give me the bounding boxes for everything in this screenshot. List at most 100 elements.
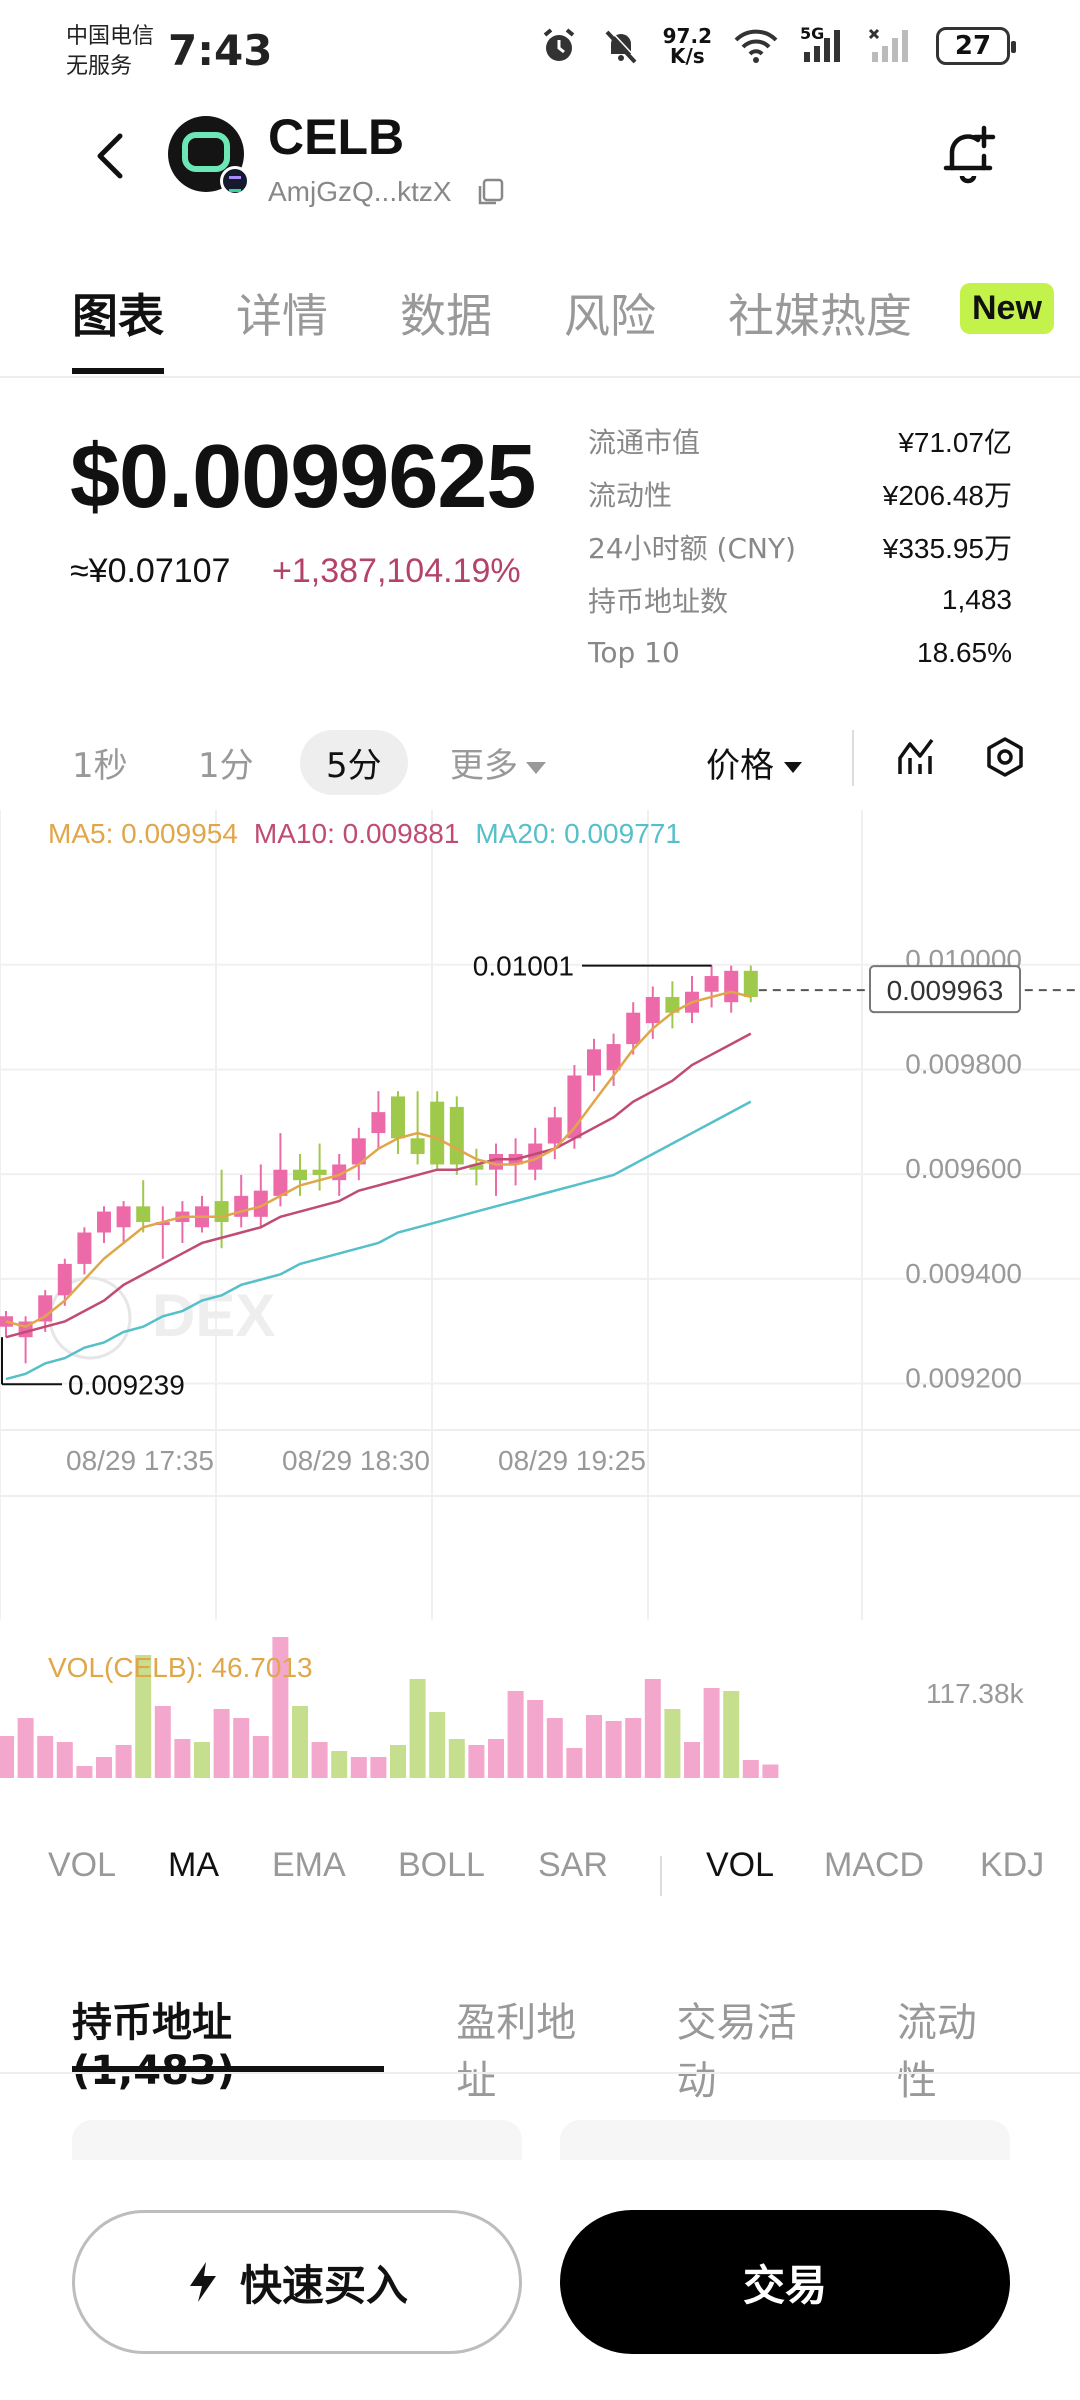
carrier-info: 中国电信 无服务 [66,22,154,82]
volume-bar [566,1748,583,1778]
indicator-chart-icon[interactable] [896,734,936,778]
price-mode-select[interactable]: 价格 [706,738,802,787]
quick-buy-button[interactable]: 快速买入 [72,2210,522,2354]
tab-social[interactable]: 社媒热度 [728,289,912,343]
tab-activity[interactable]: 交易活动 [676,2000,797,2104]
network-speed-value: 97.2 [662,24,712,48]
tab-holders[interactable]: 持币地址 (1,483) [72,1990,385,2094]
volume-bar [644,1679,661,1778]
interval-5m[interactable]: 5分 [300,730,408,795]
stat-value: ¥71.07亿 [898,426,1012,458]
candle [547,1117,562,1144]
candle [449,1106,464,1165]
volume-bar [684,1742,700,1778]
signal-none-icon [868,28,908,62]
volume-bar [625,1718,642,1778]
volume-bar [429,1712,446,1778]
candle [371,1112,386,1134]
candle [273,1169,288,1196]
tab-liquidity[interactable]: 流动性 [896,2000,977,2104]
back-arrow-icon[interactable] [90,130,130,182]
volume-bar [390,1745,406,1778]
y-tick-label: 0.009200 [905,1363,1022,1394]
stat-value: ¥335.95万 [882,532,1012,564]
lightning-icon [189,2262,216,2302]
new-badge: New [960,283,1054,334]
candle [489,1154,503,1170]
copy-icon[interactable] [478,178,504,206]
token-stats: 流通市值 ¥71.07亿 流动性 ¥206.48万 24小时额 (CNY) ¥335.… [588,414,1012,679]
indicator-ma[interactable]: MA [168,1846,219,1884]
token-logo-icon [182,132,230,172]
candle [743,970,758,997]
tab-profitable[interactable]: 盈利地址 [456,2000,577,2104]
stat-value: 18.65% [917,636,1012,668]
indicator-sar[interactable]: SAR [538,1846,608,1884]
chain-badge-icon [220,166,250,196]
candle [136,1206,151,1223]
stat-label: 24小时额 (CNY) [588,531,796,565]
candle [214,1201,229,1223]
tab-risk[interactable]: 风险 [564,289,656,343]
signal-bars-icon [804,30,840,62]
interval-1s[interactable]: 1秒 [72,746,128,786]
indicator-boll[interactable]: BOLL [398,1846,485,1884]
divider [660,1856,662,1896]
status-bar: 中国电信 无服务 7:43 97.2 K/s 5G 27 [0,0,1080,96]
stat-value: ¥206.48万 [882,479,1012,511]
candle [587,1049,601,1076]
interval-more-label: 更多 [450,746,518,786]
tab-details[interactable]: 详情 [236,289,328,343]
volume-bar [350,1757,367,1778]
indicator-vol[interactable]: VOL [48,1846,117,1884]
volume-bar [664,1709,681,1778]
candle [155,1222,170,1226]
candle [410,1138,425,1154]
volume-bar [468,1745,485,1778]
candle [645,996,660,1024]
volume-bar [311,1742,328,1778]
tab-chart[interactable]: 图表 [72,280,164,374]
volume-bar [370,1757,387,1778]
volume-bar [135,1655,152,1778]
price-chart[interactable]: 0.0100000.0098000.0096000.0094000.009200… [0,810,1080,1820]
price-change: +1,387,104.19% [272,552,521,590]
volume-bar [115,1745,132,1778]
current-price-label: 0.009963 [887,975,1004,1006]
stat-value: 1,483 [941,583,1012,615]
indicator-macd[interactable]: MACD [824,1846,925,1884]
indicator-kdj[interactable]: KDJ [980,1846,1045,1884]
candle [77,1232,92,1264]
token-address: AmjGzQ...ktzX [268,176,452,207]
candle [97,1211,111,1233]
trade-button[interactable]: 交易 [560,2210,1010,2354]
volume-bar [76,1766,93,1778]
indicator-ema[interactable]: EMA [272,1846,346,1884]
divider [852,730,854,786]
price-alert-bell-icon[interactable] [938,122,1002,186]
y-tick-label: 0.009800 [905,1048,1022,1079]
interval-more[interactable]: 更多 [450,738,546,787]
tab-data[interactable]: 数据 [400,289,492,343]
stat-label: 持币地址数 [588,584,729,618]
candle [253,1190,268,1217]
volume-bar [331,1751,348,1778]
ma10-line [5,1032,752,1339]
status-time: 7:43 [168,26,273,75]
volume-bar [233,1718,250,1778]
ma20-line [5,1100,752,1381]
volume-bar [546,1718,563,1778]
settings-icon[interactable] [984,736,1026,778]
holder-tabs: 持币地址 (1,483) 盈利地址 交易活动 流动性 [72,1990,1080,2104]
volume-bar [586,1715,602,1778]
candle [626,1012,641,1045]
interval-1m[interactable]: 1分 [198,746,254,786]
holder-card [72,2120,522,2160]
volume-bar [742,1760,759,1778]
low-price-label: 0.009239 [68,1369,185,1400]
price-mode-label: 价格 [706,746,774,786]
indicator-sub-vol[interactable]: VOL [706,1846,775,1884]
candle [430,1101,445,1165]
stat-row: 24小时额 (CNY) ¥335.95万 [588,520,1012,573]
candle [469,1164,484,1170]
